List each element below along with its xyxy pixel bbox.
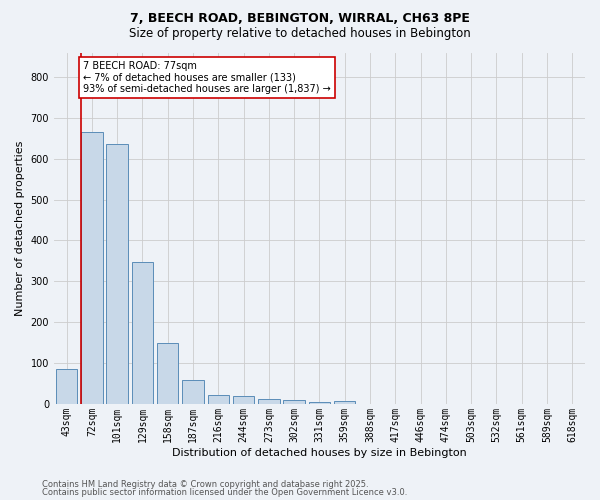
Text: Size of property relative to detached houses in Bebington: Size of property relative to detached ho… xyxy=(129,28,471,40)
Bar xyxy=(309,402,330,404)
Bar xyxy=(182,380,204,404)
Text: Contains HM Land Registry data © Crown copyright and database right 2025.: Contains HM Land Registry data © Crown c… xyxy=(42,480,368,489)
Bar xyxy=(56,369,77,404)
Bar xyxy=(334,402,355,404)
X-axis label: Distribution of detached houses by size in Bebington: Distribution of detached houses by size … xyxy=(172,448,467,458)
Bar xyxy=(283,400,305,404)
Bar xyxy=(208,394,229,404)
Bar xyxy=(131,262,153,404)
Y-axis label: Number of detached properties: Number of detached properties xyxy=(15,140,25,316)
Bar xyxy=(81,132,103,404)
Bar xyxy=(157,344,178,404)
Text: 7 BEECH ROAD: 77sqm
← 7% of detached houses are smaller (133)
93% of semi-detach: 7 BEECH ROAD: 77sqm ← 7% of detached hou… xyxy=(83,60,331,94)
Bar xyxy=(233,396,254,404)
Bar xyxy=(106,144,128,404)
Bar xyxy=(258,398,280,404)
Text: 7, BEECH ROAD, BEBINGTON, WIRRAL, CH63 8PE: 7, BEECH ROAD, BEBINGTON, WIRRAL, CH63 8… xyxy=(130,12,470,26)
Text: Contains public sector information licensed under the Open Government Licence v3: Contains public sector information licen… xyxy=(42,488,407,497)
